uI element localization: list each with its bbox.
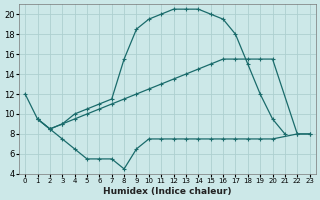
X-axis label: Humidex (Indice chaleur): Humidex (Indice chaleur) <box>103 187 232 196</box>
